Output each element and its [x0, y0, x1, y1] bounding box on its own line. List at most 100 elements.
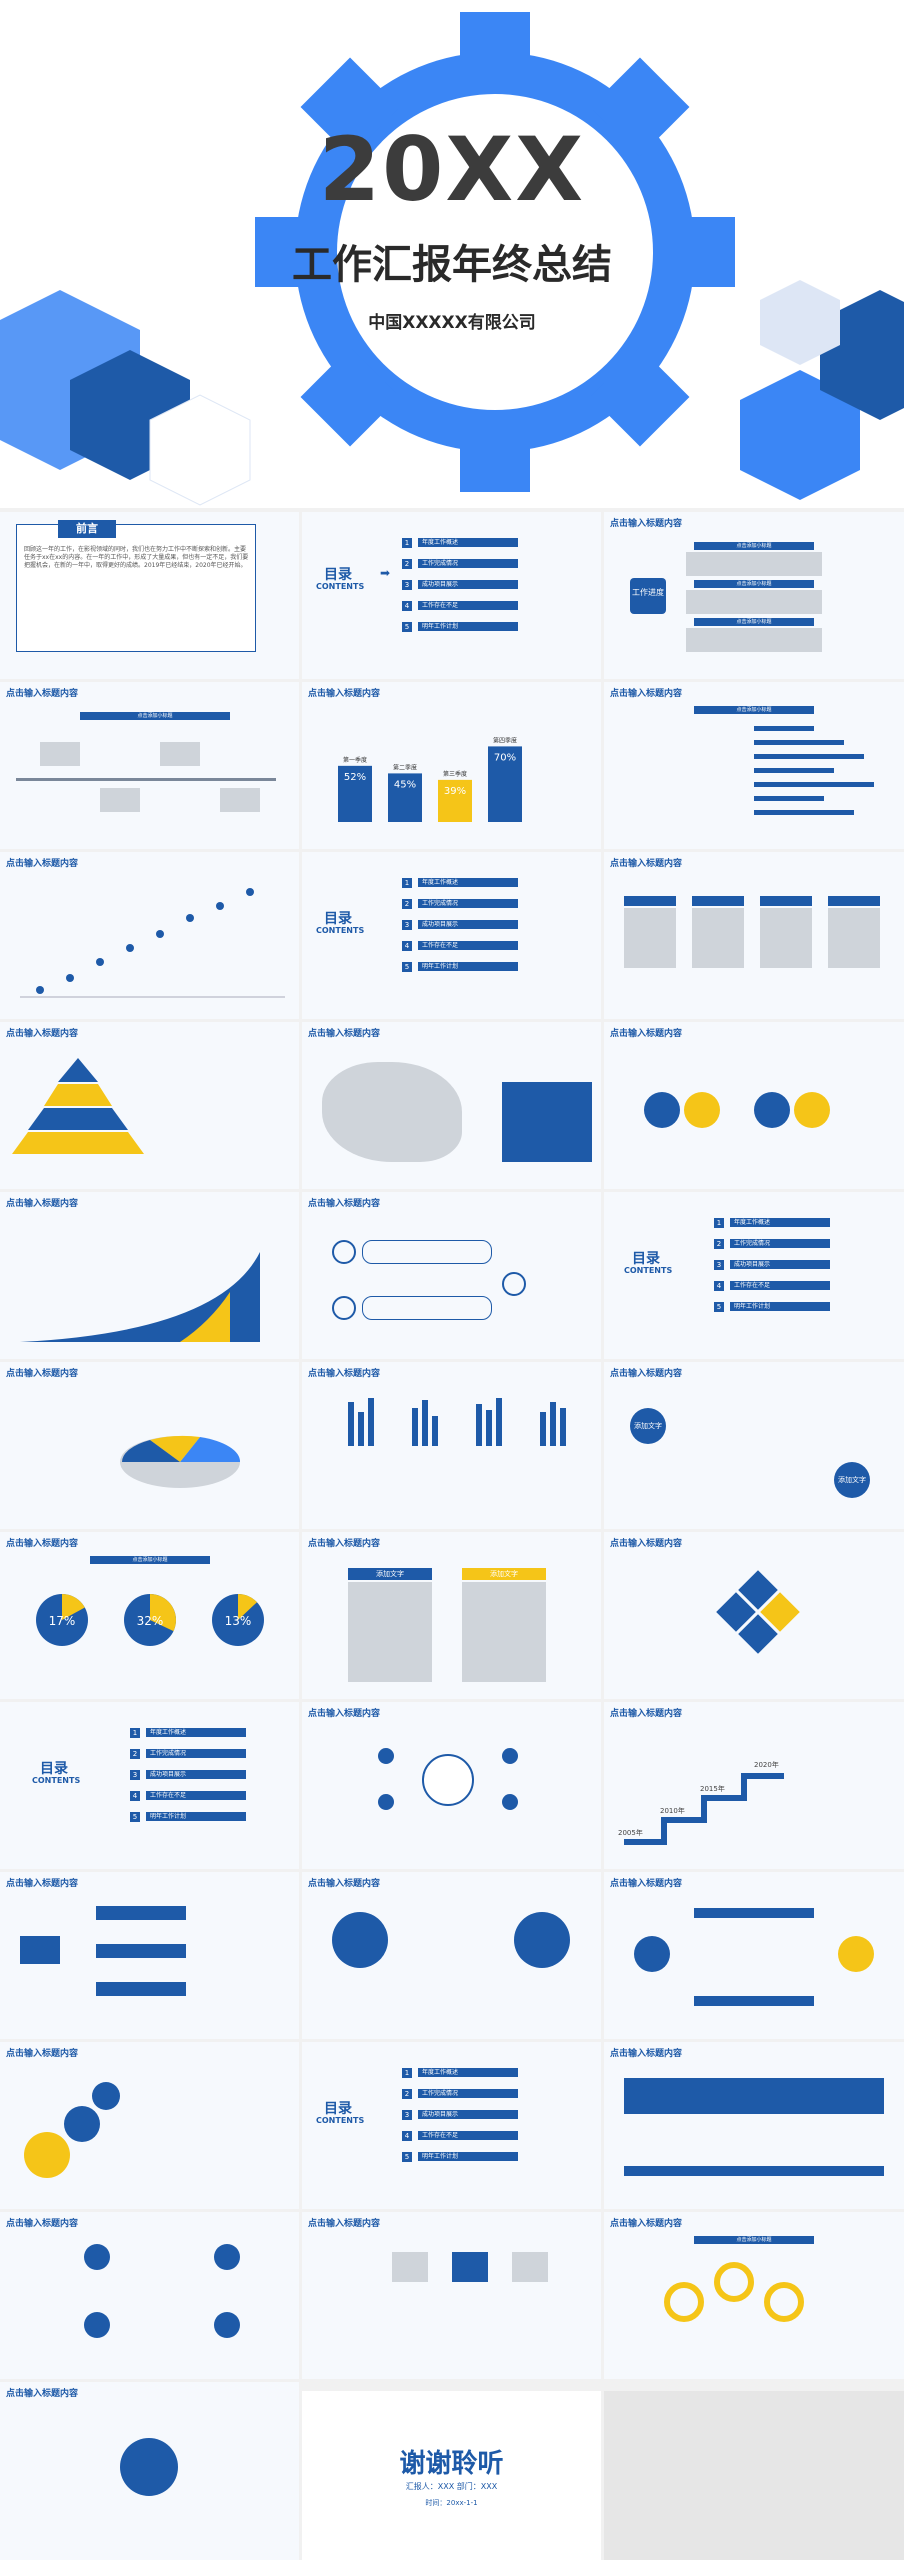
slide-gears[interactable]: 点击输入标题内容 点击添加小标题	[604, 2212, 904, 2379]
contents-item[interactable]: 工作完成情况	[146, 1749, 246, 1758]
slide-contents-5[interactable]: 目录 CONTENTS 1 年度工作概述 2 工作完成情况 3 成功项目展示 4 工作存…	[302, 2042, 601, 2209]
timeline-line	[16, 778, 276, 781]
slide-two-column-text[interactable]: 点击输入标题内容 添加文字 添加文字	[302, 1532, 601, 1699]
contents-item[interactable]: 明年工作计划	[730, 1302, 830, 1311]
pie-value-label: 17%	[49, 1614, 76, 1628]
contents-item[interactable]: 明年工作计划	[146, 1812, 246, 1821]
contents-item[interactable]: 工作存在不足	[418, 941, 518, 950]
slide-map[interactable]: 点击输入标题内容	[302, 1022, 601, 1189]
contents-item[interactable]: 工作完成情况	[418, 899, 518, 908]
slide-header: 点击输入标题内容	[308, 1879, 381, 1889]
subtitle-bar: 点击添加小标题	[694, 618, 814, 626]
subtitle-bar: 点击添加小标题	[694, 542, 814, 550]
pyramid-icon	[12, 1058, 144, 1154]
slide-percent-pies[interactable]: 点击输入标题内容 点击添加小标题 17% 32% 13%	[0, 1532, 299, 1699]
slide-add-text[interactable]: 点击输入标题内容 添加文字 添加文字	[604, 1362, 904, 1529]
contents-item[interactable]: 成功项目展示	[146, 1770, 246, 1779]
contents-item[interactable]: 年度工作概述	[146, 1728, 246, 1737]
contents-item[interactable]: 工作存在不足	[418, 2131, 518, 2140]
cover-title: 工作汇报年终总结	[292, 242, 612, 288]
contents-item[interactable]: 工作存在不足	[418, 601, 518, 610]
slide-contents-2[interactable]: 目录 CONTENTS 1 年度工作概述 2 工作完成情况 3 成功项目展示 4 工作存…	[302, 852, 601, 1019]
slide-circles[interactable]: 点击输入标题内容	[604, 1022, 904, 1189]
puzzle-icon	[716, 1570, 800, 1654]
contents-subtitle: CONTENTS	[316, 926, 365, 935]
contents-list: 1 年度工作概述 2 工作完成情况 3 成功项目展示 4 工作存在不足 5 明年工作计划	[402, 2062, 582, 2167]
slide-contents-3[interactable]: 目录 CONTENTS 1 年度工作概述 2 工作完成情况 3 成功项目展示 4 工作存…	[604, 1192, 904, 1359]
slide-work-progress[interactable]: 点击输入标题内容 工作进度 点击添加小标题 点击添加小标题 点击添加小标题	[604, 512, 904, 679]
slide-puzzle[interactable]: 点击输入标题内容	[604, 1532, 904, 1699]
slide-flow-list[interactable]: 点击输入标题内容	[0, 1872, 299, 2039]
contents-subtitle: CONTENTS	[316, 582, 365, 591]
slide-header: 点击输入标题内容	[610, 1709, 683, 1719]
contents-item[interactable]: 明年工作计划	[418, 622, 518, 631]
slide-two-circles[interactable]: 点击输入标题内容	[302, 1872, 601, 2039]
slide-contents-4[interactable]: 目录 CONTENTS 1 年度工作概述 2 工作完成情况 3 成功项目展示 4 工作存…	[0, 1702, 299, 1869]
slide-header: 点击输入标题内容	[308, 1199, 381, 1209]
slide-icons-row[interactable]: 点击输入标题内容	[604, 2042, 904, 2209]
slide-icon-table[interactable]: 点击输入标题内容	[302, 2212, 601, 2379]
thanks-title: 谢谢聆听	[399, 2449, 504, 2479]
contents-item[interactable]: 工作存在不足	[730, 1281, 830, 1290]
globe-icon	[120, 2438, 178, 2496]
subtitle-bar: 点击添加小标题	[694, 706, 814, 714]
slide-header: 点击输入标题内容	[610, 1539, 683, 1549]
pie-slice	[62, 1594, 85, 1620]
slide-header: 点击输入标题内容	[610, 2049, 683, 2059]
contents-item[interactable]: 年度工作概述	[418, 878, 518, 887]
slide-header: 点击输入标题内容	[6, 1539, 79, 1549]
contents-item[interactable]: 工作完成情况	[730, 1239, 830, 1248]
contents-list: 1 年度工作概述 2 工作完成情况 3 成功项目展示 4 工作存在不足 5 明年工作计划	[402, 872, 582, 977]
contents-subtitle: CONTENTS	[32, 1776, 81, 1785]
contents-item[interactable]: 明年工作计划	[418, 962, 518, 971]
slide-bubbles[interactable]: 点击输入标题内容	[0, 2042, 299, 2209]
bar-value-label: 39%	[444, 786, 466, 797]
slide-horizontal-bars[interactable]: 点击输入标题内容 点击添加小标题	[604, 682, 904, 849]
bar-value-label: 45%	[394, 779, 416, 790]
cover-slide[interactable]: 20XX 工作汇报年终总结 中国XXXXX有限公司	[0, 0, 904, 508]
subtitle-bar: 点击添加小标题	[694, 580, 814, 588]
slide-thanks[interactable]: 谢谢聆听 汇报人：XXX 部门：XXX 时间：20xx-1-1	[302, 2391, 601, 2560]
slide-staircase[interactable]: 点击输入标题内容 2005年 2010年 2015年 2020年	[604, 1702, 904, 1869]
slide-3d-pie[interactable]: 点击输入标题内容	[0, 1362, 299, 1529]
slide-process[interactable]: 点击输入标题内容	[604, 1872, 904, 2039]
slide-globe[interactable]: 点击输入标题内容	[0, 2382, 299, 2560]
contents-item[interactable]: 年度工作概述	[418, 538, 518, 547]
contents-item[interactable]: 成功项目展示	[418, 2110, 518, 2119]
contents-item[interactable]: 工作完成情况	[418, 2089, 518, 2098]
contents-item[interactable]: 明年工作计划	[418, 2152, 518, 2161]
slide-quarter-bars[interactable]: 点击输入标题内容 52% 第一季度 45% 第二季度 39% 第三季度 70% 第四季度	[302, 682, 601, 849]
slide-header: 点击输入标题内容	[610, 519, 683, 529]
blank-slot	[604, 2391, 904, 2560]
contents-title: 目录	[324, 2101, 352, 2117]
bar	[488, 746, 522, 822]
slide-column-groups[interactable]: 点击输入标题内容	[302, 1362, 601, 1529]
slide-curve[interactable]: 点击输入标题内容	[0, 1192, 299, 1359]
slide-quarters-flow[interactable]: 点击输入标题内容	[0, 2212, 299, 2379]
slide-header: 点击输入标题内容	[6, 2219, 79, 2229]
contents-item[interactable]: 成功项目展示	[730, 1260, 830, 1269]
slide-timeline[interactable]: 点击输入标题内容 点击添加小标题	[0, 682, 299, 849]
slide-header: 点击输入标题内容	[6, 859, 79, 869]
contents-item[interactable]: 成功项目展示	[418, 920, 518, 929]
slide-labeled-rows[interactable]: 点击输入标题内容	[302, 1192, 601, 1359]
slide-four-columns[interactable]: 点击输入标题内容	[604, 852, 904, 1019]
subtitle-bar: 点击添加小标题	[80, 712, 230, 720]
contents-item[interactable]: 年度工作概述	[418, 2068, 518, 2077]
scatter-plot	[20, 888, 285, 998]
bar-category-label: 第二季度	[393, 763, 417, 771]
work-progress-label: 工作进度	[630, 578, 666, 614]
slide-preface[interactable]: 前言 回顾这一年的工作，在影视领域的同时，我们也在努力工作中不断探索和创新。主要…	[0, 512, 299, 679]
slide-scatter[interactable]: 点击输入标题内容	[0, 852, 299, 1019]
slide-pyramid[interactable]: 点击输入标题内容	[0, 1022, 299, 1189]
map-info-box	[502, 1082, 592, 1162]
percent-pies: 17% 32% 13%	[36, 1594, 264, 1646]
slide-central-hub[interactable]: 点击输入标题内容	[302, 1702, 601, 1869]
contents-item[interactable]: 工作完成情况	[418, 559, 518, 568]
preface-title: 前言	[58, 520, 116, 538]
contents-item[interactable]: 年度工作概述	[730, 1218, 830, 1227]
contents-item[interactable]: 成功项目展示	[418, 580, 518, 589]
contents-item[interactable]: 工作存在不足	[146, 1791, 246, 1800]
